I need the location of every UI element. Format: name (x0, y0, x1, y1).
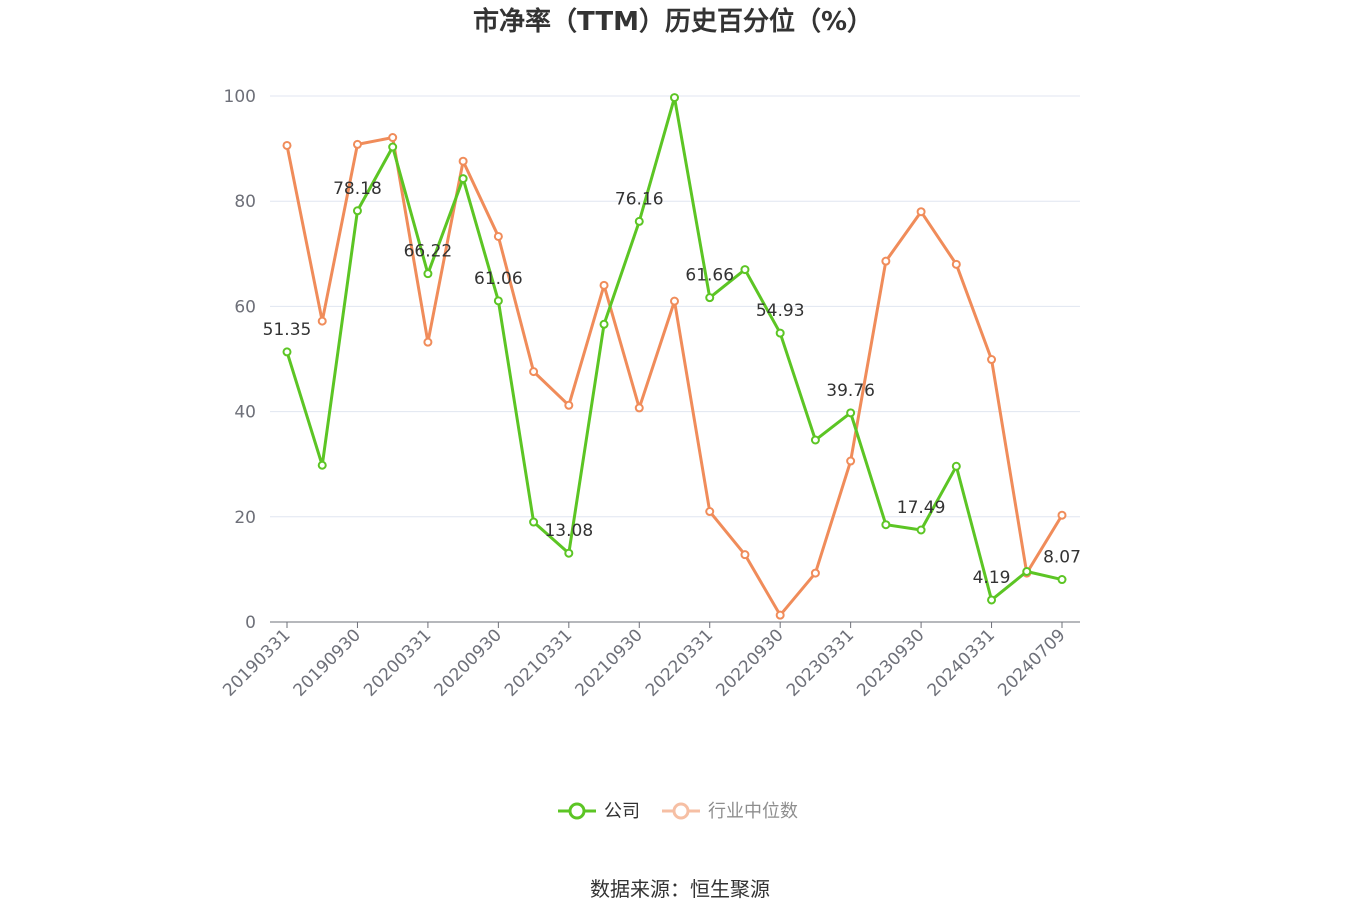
data-point (705, 507, 715, 517)
x-tick-label: 20190331 (219, 625, 294, 700)
data-point (810, 435, 820, 445)
data-point (951, 461, 961, 471)
y-tick-label: 40 (234, 403, 256, 423)
data-point (740, 550, 750, 560)
data-label: 39.76 (826, 381, 875, 401)
data-point (881, 256, 891, 266)
data-label: 61.06 (474, 269, 523, 289)
data-point (388, 142, 398, 152)
legend-label: 公司 (604, 801, 640, 822)
data-label: 66.22 (404, 242, 453, 262)
data-point (705, 293, 715, 303)
x-tick-label: 20210930 (571, 625, 646, 700)
data-point (1022, 567, 1032, 577)
x-tick-label: 20230930 (853, 625, 928, 700)
x-tick-label: 20220331 (642, 625, 717, 700)
x-tick-label: 20210331 (501, 625, 576, 700)
data-point (388, 133, 398, 143)
data-point (670, 296, 679, 306)
y-axis: 0 20 40 60 80 100 (224, 87, 256, 633)
data-point (529, 517, 539, 527)
data-point (352, 139, 362, 149)
data-label: 8.07 (1043, 548, 1081, 568)
x-tick-label: 20200331 (360, 625, 435, 700)
data-point (599, 319, 609, 329)
data-point (775, 328, 785, 338)
data-point (458, 174, 468, 184)
data-point (916, 525, 926, 535)
series-line-0 (285, 96, 1063, 602)
data-point (282, 140, 292, 150)
legend-marker (568, 802, 586, 820)
data-point (1057, 510, 1067, 520)
data-label: 76.16 (615, 189, 664, 209)
data-point (423, 337, 433, 347)
data-point (564, 400, 574, 410)
data-label: 4.19 (973, 568, 1011, 588)
x-tick-label: 20240331 (924, 625, 999, 700)
x-tick-label: 20240709 (994, 625, 1069, 700)
series-line-1 (285, 136, 1064, 617)
y-tick-label: 0 (245, 613, 256, 633)
series-layer (282, 93, 1067, 620)
data-point (564, 548, 574, 558)
data-point (916, 207, 926, 217)
data-point (352, 206, 362, 216)
data-point (951, 259, 961, 269)
x-tick-label: 20190930 (290, 625, 365, 700)
data-point (740, 265, 750, 275)
data-label: 54.93 (756, 301, 805, 321)
data-point (881, 520, 891, 530)
data-point (458, 156, 468, 166)
data-point (282, 347, 292, 357)
legend-item-0[interactable]: 公司 (558, 801, 640, 822)
data-point (670, 93, 679, 103)
data-point (634, 216, 644, 226)
y-tick-label: 60 (234, 297, 256, 317)
data-point (317, 460, 327, 470)
x-tick-label: 20230331 (783, 625, 858, 700)
data-point (987, 355, 997, 365)
data-point (1057, 575, 1067, 585)
data-point (317, 316, 327, 326)
legend-item-1[interactable]: 行业中位数 (662, 801, 798, 822)
legend-label: 行业中位数 (708, 801, 798, 822)
y-tick-label: 20 (234, 508, 256, 528)
data-point (846, 408, 856, 418)
y-tick-label: 100 (224, 87, 256, 107)
legend[interactable]: 公司 行业中位数 (558, 801, 798, 822)
data-point (599, 280, 609, 290)
data-label: 13.08 (544, 521, 593, 541)
data-point (423, 269, 433, 279)
data-point (493, 296, 503, 306)
chart-title: 市净率（TTM）历史百分位（%） (473, 6, 873, 37)
x-tick-label: 20200930 (431, 625, 506, 700)
data-point (810, 568, 820, 578)
data-label: 51.35 (263, 320, 312, 340)
x-axis: 2019033120190930202003312020093020210331… (219, 621, 1080, 701)
data-point (493, 231, 503, 241)
data-label: 61.66 (685, 266, 734, 286)
data-point (775, 610, 785, 620)
data-label: 78.18 (333, 179, 382, 199)
source-text: 数据来源：恒生聚源 (590, 877, 770, 901)
data-point (846, 456, 856, 466)
y-tick-label: 80 (234, 192, 256, 212)
legend-marker (672, 802, 690, 820)
data-labels: 51.35 78.18 66.22 61.06 13.08 76.16 61.66 54.93… (263, 179, 1081, 588)
data-label: 17.49 (897, 498, 946, 518)
data-point (529, 367, 539, 377)
x-tick-label: 20220930 (712, 625, 787, 700)
data-point (987, 595, 997, 605)
data-point (634, 403, 644, 413)
